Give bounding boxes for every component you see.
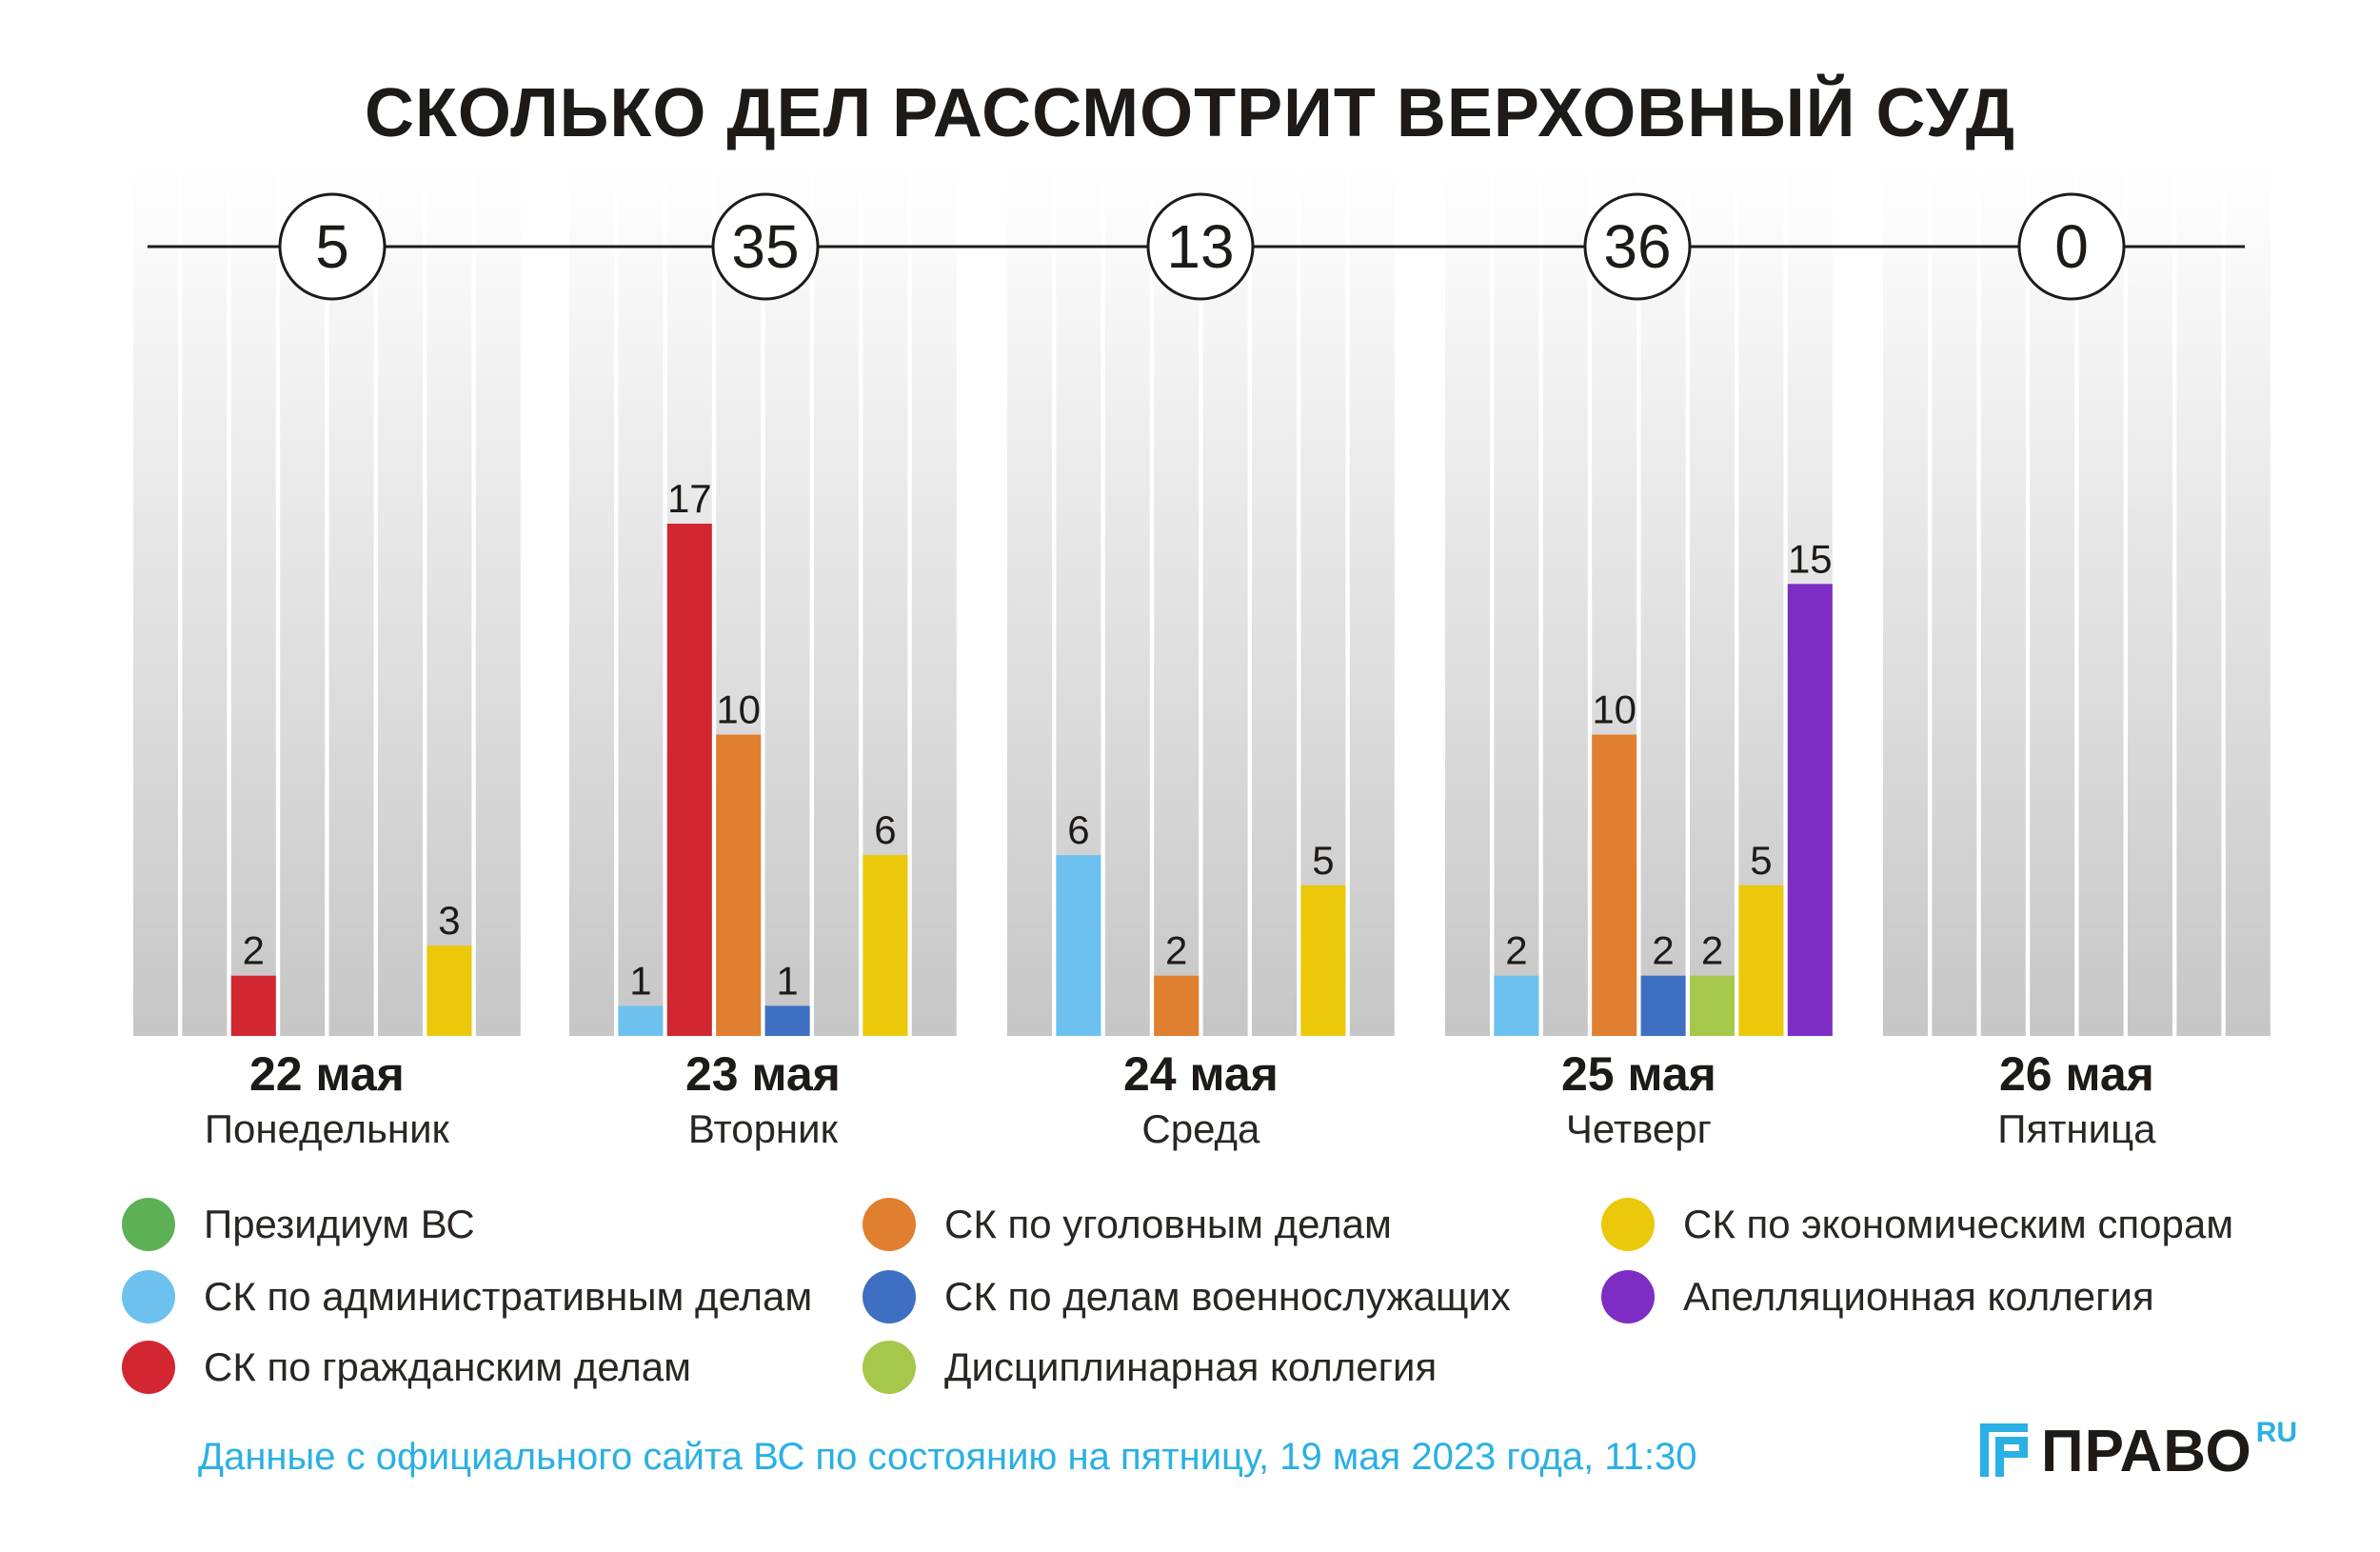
day-total-circle (711, 192, 820, 301)
bg-column (1445, 167, 1490, 1036)
day-date-label: 23 мая (685, 1047, 841, 1101)
bar-value-label: 1 (776, 958, 798, 1003)
bar (716, 734, 762, 1036)
bg-column (1494, 167, 1539, 1036)
bg-column (814, 167, 859, 1036)
bar-value-label: 2 (1701, 928, 1723, 973)
bar (230, 975, 276, 1036)
bg-column (426, 167, 472, 1036)
day-total-value: 35 (731, 212, 799, 281)
bg-column (1980, 167, 2026, 1036)
bg-column (1883, 167, 1928, 1036)
bg-column (2128, 167, 2172, 1036)
bar (1690, 975, 1735, 1036)
day-total-circle (278, 192, 387, 301)
bar (1056, 855, 1101, 1036)
page-title: СКОЛЬКО ДЕЛ РАССМОТРИТ ВЕРХОВНЫЙ СУД (364, 75, 2016, 151)
bar (1787, 584, 1833, 1036)
bg-column (133, 167, 178, 1036)
bg-column (182, 167, 228, 1036)
bar-value-label: 10 (1592, 687, 1636, 732)
bar (764, 1005, 810, 1036)
day-weekday-label: Понедельник (205, 1106, 450, 1151)
day-date-label: 22 мая (249, 1047, 405, 1101)
day-weekday-label: Вторник (688, 1106, 839, 1151)
day-total-value: 13 (1166, 212, 1234, 281)
bar-value-label: 5 (1750, 838, 1772, 883)
bar-value-label: 2 (1165, 928, 1187, 973)
bg-column (618, 167, 664, 1036)
bar-value-label: 6 (874, 807, 896, 852)
pravo-ru-logo: ПРАВО RU (1980, 1414, 2297, 1490)
bg-column (2225, 167, 2271, 1036)
bar-value-label: 17 (667, 476, 712, 521)
bar-value-label: 1 (629, 958, 651, 1003)
bg-column (1349, 167, 1395, 1036)
bar-value-label: 3 (438, 898, 460, 943)
bg-column (1202, 167, 1248, 1036)
day-total-circle (1146, 192, 1255, 301)
day-weekday-label: Четверг (1566, 1106, 1712, 1151)
bg-column (2176, 167, 2222, 1036)
bar-value-label: 6 (1067, 807, 1089, 852)
bg-column (230, 167, 276, 1036)
bar (1300, 885, 1346, 1036)
bg-column (1640, 167, 1686, 1036)
source-note: Данные с официального сайта ВС по состоя… (198, 1436, 1697, 1478)
day-total-value: 5 (315, 212, 349, 281)
logo-text: ПРАВО (2041, 1419, 2252, 1484)
day-total-circle (1583, 192, 1692, 301)
bg-column (1690, 167, 1735, 1036)
bg-column (569, 167, 614, 1036)
bg-column (378, 167, 423, 1036)
bg-column (2030, 167, 2075, 1036)
bar (863, 855, 908, 1036)
day-total-circle (2017, 192, 2126, 301)
bar (1494, 975, 1539, 1036)
bg-column (1104, 167, 1150, 1036)
day-total-value: 0 (2054, 212, 2089, 281)
bg-column (764, 167, 810, 1036)
bg-column (911, 167, 957, 1036)
day-weekday-label: Среда (1141, 1106, 1260, 1151)
bg-column (1007, 167, 1052, 1036)
logo-suffix: RU (2255, 1417, 2298, 1448)
day-date-label: 26 мая (1999, 1047, 2154, 1101)
bg-column (1932, 167, 1977, 1036)
bar (1640, 975, 1686, 1036)
bg-column (2078, 167, 2124, 1036)
day-date-label: 24 мая (1123, 1047, 1279, 1101)
bg-column (328, 167, 374, 1036)
bar-value-label: 5 (1312, 838, 1334, 883)
bar (1592, 734, 1637, 1036)
bar (618, 1005, 664, 1036)
bg-column (1154, 167, 1200, 1036)
bar-value-label: 2 (1505, 928, 1527, 973)
day-total-value: 36 (1603, 212, 1671, 281)
bar (1154, 975, 1200, 1036)
bar-value-label: 2 (1652, 928, 1674, 973)
pravo-logo-icon (1980, 1423, 2028, 1477)
bg-column (280, 167, 326, 1036)
bar (1738, 885, 1784, 1036)
bg-column (1542, 167, 1588, 1036)
day-weekday-label: Пятница (1997, 1106, 2156, 1151)
bg-column (1252, 167, 1297, 1036)
bar (426, 945, 472, 1036)
day-date-label: 25 мая (1561, 1047, 1716, 1101)
bg-column (475, 167, 521, 1036)
bar (666, 524, 712, 1036)
bar-value-label: 10 (716, 687, 761, 732)
bar-value-label: 2 (243, 928, 265, 973)
bar-value-label: 15 (1788, 536, 1833, 581)
